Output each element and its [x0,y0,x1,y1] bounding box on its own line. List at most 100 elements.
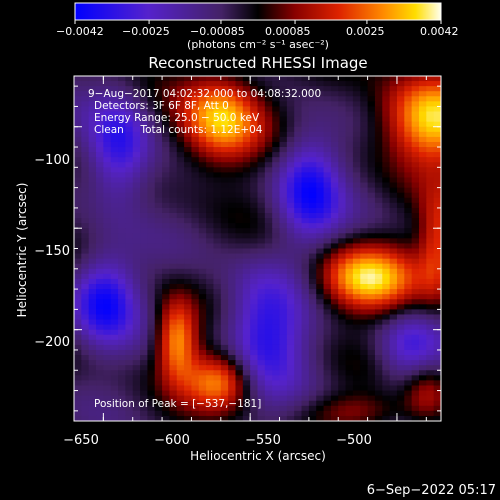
image-pixel [220,172,229,179]
image-pixel [184,228,193,234]
image-pixel [294,96,303,102]
image-pixel [96,365,104,371]
image-pixel [316,314,325,321]
image-pixel [374,385,383,392]
image-pixel [147,121,156,128]
image-pixel [154,162,163,168]
image-pixel [228,126,237,133]
image-pixel [184,223,193,229]
image-pixel [191,111,200,118]
image-pixel [162,415,171,421]
image-pixel [162,86,171,92]
image-pixel [374,147,383,153]
image-pixel [279,162,288,168]
image-pixel [330,172,339,179]
image-pixel [272,197,281,204]
image-pixel [367,141,376,148]
image-pixel [154,349,163,356]
image-pixel [96,370,104,376]
image-pixel [213,304,222,310]
image-pixel [191,162,200,168]
image-pixel [433,395,441,402]
image-pixel [250,131,259,138]
image-pixel [301,76,310,82]
image-pixel [162,111,171,118]
image-pixel [191,253,200,260]
image-pixel [103,76,112,82]
image-pixel [396,238,405,245]
image-pixel [360,329,369,336]
image-pixel [389,375,398,382]
image-pixel [118,299,126,305]
image-pixel [404,233,413,239]
image-pixel [374,284,383,290]
image-pixel [191,212,200,219]
image-pixel [330,233,339,239]
image-pixel [184,248,193,255]
image-pixel [103,334,112,341]
image-pixel [389,344,398,351]
image-pixel [316,309,325,316]
image-pixel [264,309,273,316]
image-pixel [191,329,200,336]
image-pixel [382,360,391,366]
image-pixel [118,162,126,168]
image-pixel [382,258,391,265]
image-pixel [81,339,90,346]
image-pixel [374,334,383,341]
image-pixel [396,268,405,275]
image-pixel [220,212,229,219]
image-pixel [96,410,104,417]
image-pixel [294,207,303,214]
image-pixel [140,273,148,280]
image-pixel [308,212,317,219]
image-pixel [316,218,325,224]
image-pixel [132,324,141,331]
image-pixel [81,218,90,224]
image-pixel [367,344,376,351]
image-pixel [433,192,441,199]
image-pixel [96,182,104,189]
image-pixel [382,309,391,316]
image-pixel [345,314,354,321]
image-pixel [74,370,82,376]
image-pixel [338,365,347,371]
image-pixel [110,106,119,113]
image-pixel [235,360,244,366]
image-pixel [132,273,141,280]
image-pixel [323,304,332,310]
image-pixel [367,273,376,280]
image-pixel [433,121,441,128]
image-pixel [404,96,413,102]
image-pixel [404,339,413,346]
image-pixel [418,167,427,173]
image-pixel [118,152,126,158]
image-pixel [404,299,413,305]
image-pixel [360,309,369,316]
image-pixel [220,167,229,173]
image-pixel [345,324,354,331]
image-pixel [242,344,251,351]
image-pixel [301,284,310,290]
image-pixel [382,228,391,234]
image-pixel [389,91,398,97]
image-pixel [213,344,222,351]
image-pixel [118,202,126,209]
image-pixel [213,294,222,300]
image-pixel [301,380,310,387]
image-pixel [352,405,361,412]
image-pixel [81,91,90,97]
image-pixel [374,202,383,209]
image-pixel [374,86,383,92]
image-pixel [125,116,134,123]
image-pixel [191,365,200,371]
image-pixel [184,76,193,82]
image-pixel [418,86,427,92]
image-pixel [323,86,332,92]
image-pixel [206,76,215,82]
image-pixel [147,380,156,387]
image-pixel [184,81,193,87]
image-pixel [140,126,148,133]
image-pixel [96,405,104,412]
image-pixel [323,339,332,346]
